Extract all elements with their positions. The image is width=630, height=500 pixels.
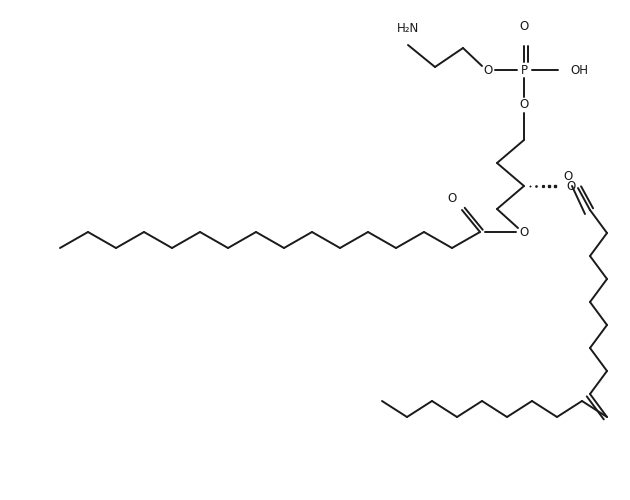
Text: O: O (566, 180, 575, 192)
Text: O: O (519, 98, 529, 112)
Text: O: O (564, 170, 573, 183)
Text: O: O (448, 192, 457, 205)
Text: OH: OH (570, 64, 588, 76)
Text: O: O (519, 20, 529, 33)
Text: P: P (520, 64, 527, 76)
Text: O: O (483, 64, 493, 76)
Text: O: O (519, 226, 529, 238)
Text: H₂N: H₂N (397, 22, 419, 35)
